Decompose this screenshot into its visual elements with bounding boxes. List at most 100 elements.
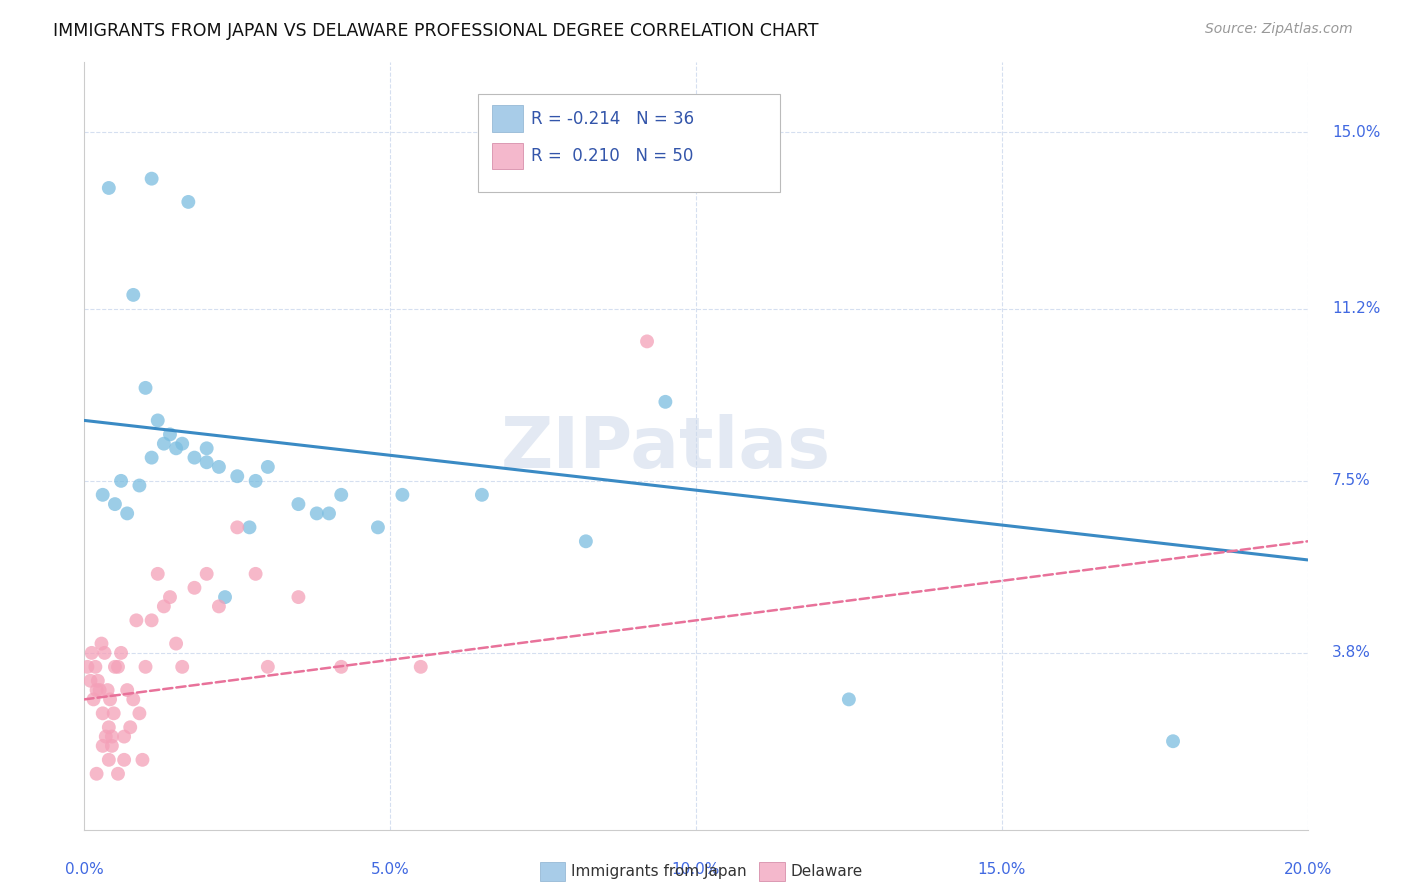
Point [238, 520, 260, 534]
Text: IMMIGRANTS FROM JAPAN VS DELAWARE PROFESSIONAL DEGREE CORRELATION CHART: IMMIGRANTS FROM JAPAN VS DELAWARE PROFES… [53, 22, 818, 40]
Point [245, 566, 267, 581]
Point [141, 171, 163, 186]
Text: R =  0.210   N = 50: R = 0.210 N = 50 [531, 147, 693, 165]
Text: 10.0%: 10.0% [672, 862, 720, 877]
Point [79, 673, 101, 688]
Text: 7.5%: 7.5% [1331, 474, 1371, 488]
Point [80, 646, 103, 660]
Point [91, 488, 114, 502]
Point [654, 394, 676, 409]
Point [141, 450, 163, 465]
Point [330, 488, 353, 502]
Text: 20.0%: 20.0% [1284, 862, 1331, 877]
Text: 3.8%: 3.8% [1331, 646, 1371, 660]
Point [135, 660, 157, 674]
Point [177, 194, 200, 209]
Point [98, 692, 121, 706]
Point [115, 683, 138, 698]
Point [257, 459, 280, 474]
Point [141, 613, 163, 627]
Point [214, 590, 236, 604]
Point [84, 660, 107, 674]
Point [367, 520, 389, 534]
Point [94, 730, 117, 744]
Point [110, 474, 132, 488]
Point [471, 488, 494, 502]
Point [128, 478, 150, 492]
Point [122, 692, 145, 706]
Point [101, 730, 124, 744]
Point [226, 469, 249, 483]
Point [1161, 734, 1184, 748]
Point [76, 660, 98, 674]
Text: 11.2%: 11.2% [1331, 301, 1381, 317]
Point [107, 766, 129, 780]
Point [90, 637, 112, 651]
Point [131, 753, 153, 767]
Point [838, 692, 860, 706]
Point [86, 683, 108, 698]
Point [89, 683, 111, 698]
Point [257, 660, 280, 674]
Point [104, 660, 127, 674]
Point [226, 520, 249, 534]
Point [101, 739, 124, 753]
Point [86, 766, 108, 780]
Point [97, 181, 120, 195]
Point [91, 706, 114, 721]
Point [115, 507, 138, 521]
Point [195, 566, 218, 581]
Point [183, 450, 205, 465]
Point [97, 683, 120, 698]
Point [575, 534, 598, 549]
Point [112, 753, 135, 767]
Point [195, 442, 218, 456]
Point [159, 590, 181, 604]
Point [165, 442, 187, 456]
Point [135, 381, 157, 395]
Point [91, 739, 114, 753]
Point [172, 436, 194, 450]
Text: R = -0.214   N = 36: R = -0.214 N = 36 [531, 110, 695, 128]
Point [120, 720, 142, 734]
Text: 15.0%: 15.0% [1331, 125, 1381, 140]
Text: 15.0%: 15.0% [977, 862, 1026, 877]
Point [391, 488, 413, 502]
Point [125, 613, 148, 627]
Point [83, 692, 105, 706]
Text: Source: ZipAtlas.com: Source: ZipAtlas.com [1205, 22, 1353, 37]
Point [103, 706, 125, 721]
Point [104, 497, 127, 511]
Point [165, 637, 187, 651]
Point [159, 427, 181, 442]
Point [93, 646, 115, 660]
Point [305, 507, 328, 521]
Point [183, 581, 205, 595]
Point [153, 436, 176, 450]
Point [122, 288, 145, 302]
Point [97, 720, 120, 734]
Point [112, 730, 135, 744]
Text: 5.0%: 5.0% [371, 862, 409, 877]
Point [97, 753, 120, 767]
Point [107, 660, 129, 674]
Point [330, 660, 353, 674]
Point [146, 566, 169, 581]
Text: ZIPatlas: ZIPatlas [501, 414, 831, 483]
Point [110, 646, 132, 660]
Point [287, 590, 309, 604]
Point [287, 497, 309, 511]
Point [195, 455, 218, 469]
Point [208, 599, 231, 614]
Point [153, 599, 176, 614]
Point [128, 706, 150, 721]
Point [87, 673, 110, 688]
Text: Delaware: Delaware [790, 864, 862, 879]
Point [245, 474, 267, 488]
Point [146, 413, 169, 427]
Text: Immigrants from Japan: Immigrants from Japan [571, 864, 747, 879]
Point [208, 459, 231, 474]
Point [636, 334, 658, 349]
Text: 0.0%: 0.0% [65, 862, 104, 877]
Point [318, 507, 340, 521]
